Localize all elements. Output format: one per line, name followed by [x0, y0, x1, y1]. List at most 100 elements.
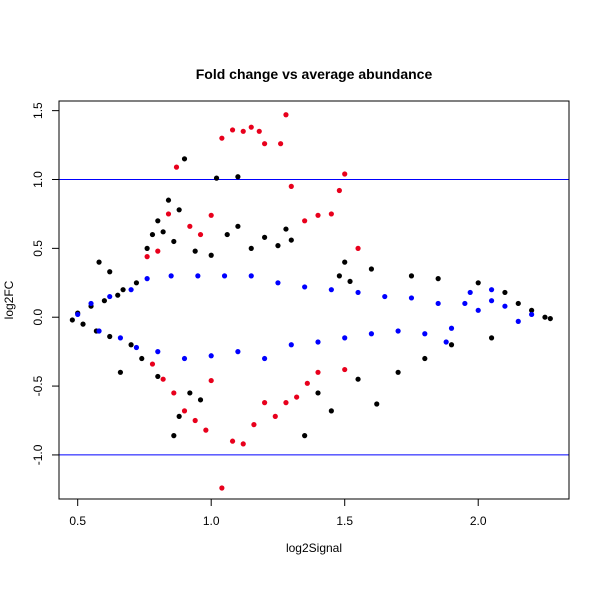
- point-0-43: [448, 342, 455, 348]
- point-2-0: [144, 254, 150, 260]
- x-tick-label-0: 0.5: [69, 514, 86, 528]
- point-1-14: [235, 349, 241, 355]
- point-0-7: [115, 292, 121, 298]
- point-0-10: [133, 280, 140, 286]
- point-0-39: [395, 369, 401, 375]
- point-2-2: [165, 211, 172, 217]
- point-0-36: [342, 259, 348, 265]
- y-tick-label-0: -1.0: [31, 444, 45, 465]
- point-1-19: [302, 284, 308, 290]
- point-0-54: [107, 269, 113, 275]
- point-2-27: [203, 427, 209, 433]
- point-1-28: [422, 331, 428, 337]
- point-0-21: [176, 413, 182, 419]
- point-1-16: [262, 355, 268, 362]
- point-2-16: [302, 218, 308, 224]
- point-0-24: [197, 397, 204, 403]
- point-0-30: [262, 234, 268, 240]
- point-1-34: [502, 303, 508, 309]
- point-1-37: [488, 287, 495, 293]
- x-tick-label-2: 1.5: [336, 514, 353, 528]
- point-0-42: [435, 276, 441, 282]
- point-0-47: [515, 300, 521, 307]
- point-2-8: [229, 127, 236, 133]
- point-0-58: [336, 273, 342, 279]
- point-2-30: [229, 438, 236, 444]
- point-1-32: [475, 307, 481, 313]
- point-2-26: [192, 417, 198, 424]
- point-1-6: [133, 344, 140, 351]
- point-1-17: [275, 280, 281, 286]
- point-0-11: [139, 355, 145, 362]
- point-2-13: [278, 141, 284, 147]
- point-1-24: [368, 331, 375, 337]
- point-0-46: [502, 289, 508, 296]
- point-0-44: [475, 280, 481, 286]
- data-points: [69, 112, 553, 491]
- point-1-20: [315, 339, 321, 345]
- point-2-25: [181, 408, 188, 414]
- point-1-10: [181, 355, 188, 362]
- point-1-21: [328, 287, 334, 293]
- x-axis-label: log2Signal: [286, 541, 342, 555]
- point-0-33: [302, 433, 308, 439]
- point-1-3: [107, 293, 113, 300]
- point-1-18: [288, 342, 294, 348]
- point-2-4: [187, 223, 193, 229]
- point-2-17: [315, 212, 321, 218]
- point-0-13: [149, 231, 156, 238]
- point-1-25: [382, 293, 388, 300]
- point-2-39: [342, 366, 348, 373]
- point-0-55: [117, 369, 124, 375]
- point-0-49: [542, 314, 548, 320]
- x-tick-label-3: 2.0: [470, 514, 487, 528]
- x-tick-label-1: 1.0: [203, 514, 220, 528]
- point-0-40: [408, 273, 415, 279]
- point-0-2: [80, 321, 86, 327]
- point-0-14: [155, 218, 161, 224]
- point-2-18: [328, 211, 334, 217]
- point-0-5: [101, 298, 107, 304]
- point-0-16: [165, 197, 172, 203]
- point-2-36: [294, 394, 300, 400]
- chart-title: Fold change vs average abundance: [196, 66, 433, 82]
- point-2-15: [288, 183, 294, 189]
- point-2-6: [208, 212, 214, 218]
- point-0-15: [160, 229, 166, 235]
- point-1-9: [168, 273, 174, 279]
- point-0-29: [248, 245, 254, 251]
- point-0-28: [235, 174, 241, 180]
- y-tick-label-5: 1.5: [31, 102, 45, 119]
- point-0-50: [547, 315, 553, 322]
- y-axis-label: log2FC: [2, 280, 16, 319]
- point-2-23: [160, 376, 166, 382]
- point-2-35: [283, 400, 289, 406]
- point-0-12: [144, 245, 150, 251]
- point-2-14: [283, 112, 289, 118]
- point-1-15: [248, 273, 254, 279]
- y-tick-label-3: 0.5: [31, 240, 45, 257]
- y-tick-label-1: -0.5: [31, 375, 45, 396]
- point-1-4: [117, 335, 124, 341]
- point-0-26: [213, 175, 220, 181]
- x-axis: 0.5 1.0 1.5 2.0: [69, 498, 487, 528]
- point-1-8: [155, 349, 161, 355]
- point-2-19: [336, 187, 342, 194]
- point-2-12: [262, 141, 268, 147]
- point-0-6: [107, 333, 113, 340]
- point-1-33: [488, 298, 495, 304]
- point-1-5: [128, 287, 134, 293]
- point-2-38: [315, 369, 321, 375]
- point-0-57: [283, 226, 289, 232]
- point-2-9: [240, 128, 246, 134]
- point-2-29: [219, 485, 225, 491]
- point-2-33: [262, 400, 268, 406]
- point-0-32: [288, 237, 294, 243]
- point-0-23: [192, 248, 198, 254]
- point-2-28: [208, 377, 214, 384]
- y-axis: -1.0 -0.5 0.0 0.5 1.0 1.5: [31, 102, 60, 465]
- point-0-27: [224, 231, 230, 238]
- point-1-22: [342, 335, 348, 341]
- point-2-10: [248, 124, 254, 130]
- point-1-1: [88, 300, 94, 307]
